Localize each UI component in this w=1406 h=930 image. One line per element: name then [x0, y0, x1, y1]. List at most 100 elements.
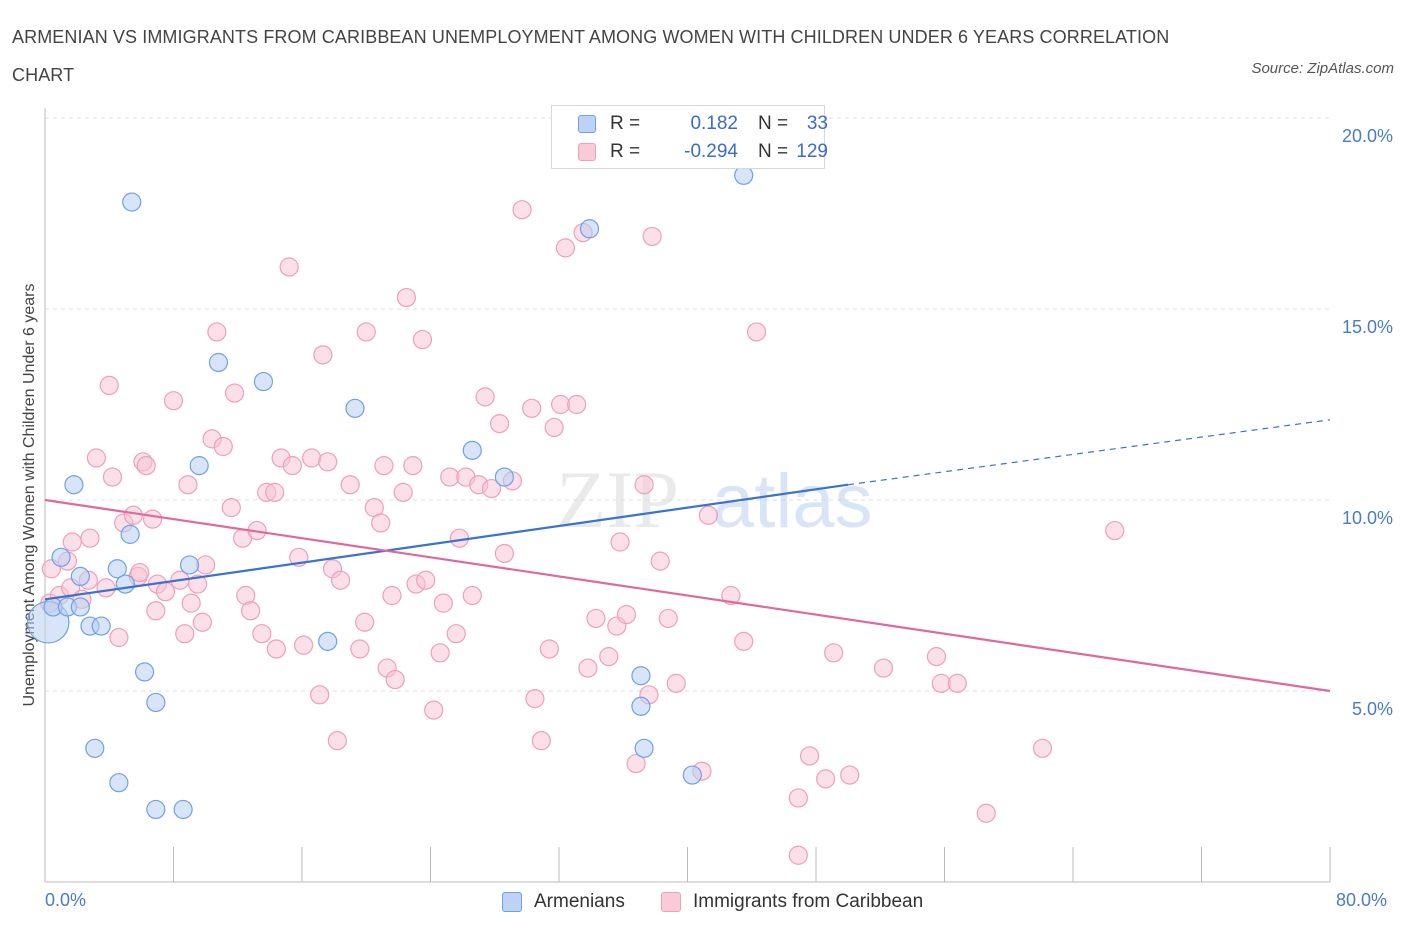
caribbean-point	[512, 200, 532, 220]
armenian-point	[122, 192, 142, 212]
caribbean-point	[143, 509, 163, 529]
caribbean-point	[734, 631, 754, 651]
caribbean-point	[355, 612, 375, 632]
x-tick-label-min: 0.0%	[45, 890, 87, 910]
caribbean-point	[1032, 738, 1053, 758]
caribbean-point	[475, 387, 495, 407]
armenian-point	[253, 371, 274, 392]
caribbean-point	[265, 482, 285, 502]
caribbean-point	[163, 391, 184, 411]
legend-r-label: R =	[610, 113, 641, 134]
axes	[44, 108, 1331, 883]
caribbean-point	[294, 635, 314, 655]
caribbean-point	[610, 532, 630, 552]
armenian-point	[146, 799, 166, 820]
caribbean-point	[181, 593, 201, 613]
caribbean-point	[433, 593, 453, 613]
caribbean-point	[799, 746, 820, 766]
caribbean-point	[873, 658, 894, 678]
caribbean-point	[947, 673, 967, 693]
armenian-point	[115, 574, 135, 594]
caribbean-point	[494, 543, 514, 564]
y-tick-label: 15.0%	[1342, 317, 1393, 337]
caribbean-point	[207, 322, 227, 342]
armenian-point	[51, 547, 71, 567]
caribbean-point	[62, 532, 82, 552]
caribbean-point	[578, 658, 598, 678]
armenian-point	[682, 765, 702, 785]
caribbean-point	[282, 456, 302, 476]
trend-lines	[44, 419, 1331, 693]
caribbean-point	[350, 639, 370, 659]
armenian-point	[318, 631, 338, 651]
caribbean-point	[196, 555, 216, 575]
caribbean-point	[626, 753, 646, 774]
caribbean-point	[1105, 520, 1125, 541]
source-label: Source: ZipAtlas.com	[1251, 60, 1394, 77]
caribbean-point	[155, 582, 176, 602]
armenian-point	[120, 524, 140, 544]
armenian-point	[208, 352, 229, 373]
gridlines	[45, 117, 1330, 692]
caribbean-point	[412, 329, 433, 350]
caribbean-point	[266, 639, 286, 659]
caribbean-point	[599, 647, 619, 667]
caribbean-point	[481, 478, 502, 499]
caribbean-point	[252, 624, 272, 644]
legend-r-label: R =	[610, 141, 641, 162]
legend-n-value-armenians: 33	[806, 113, 828, 134]
armenian-point	[91, 616, 111, 636]
caribbean-point	[146, 601, 166, 621]
bottom-legend-label-caribbean: Immigrants from Caribbean	[693, 891, 924, 912]
caribbean-point	[302, 448, 322, 468]
armenian-point	[734, 165, 754, 185]
armenian-point	[109, 773, 129, 793]
caribbean-point	[650, 551, 670, 571]
watermark-zip: ZIP	[556, 454, 679, 545]
caribbean-point	[123, 505, 143, 525]
caribbean-point	[567, 394, 587, 415]
caribbean-point	[698, 505, 718, 525]
caribbean-point	[616, 604, 637, 625]
armenian-point	[462, 440, 482, 460]
caribbean-point	[393, 482, 413, 502]
caribbean-point	[721, 585, 741, 606]
caribbean-point	[634, 475, 654, 495]
x-tick-label-max: 80.0%	[1336, 890, 1388, 910]
armenian-point	[85, 738, 105, 758]
caribbean-point	[330, 570, 351, 590]
watermark-atlas: atlas	[712, 459, 873, 544]
caribbean-point	[788, 788, 808, 808]
bottom-legend-label-armenians: Armenians	[534, 891, 625, 912]
caribbean-point	[109, 627, 129, 648]
caribbean-point	[340, 475, 360, 495]
legend-n-label: N =	[758, 141, 789, 162]
caribbean-point	[130, 562, 150, 583]
caribbean-point	[926, 647, 947, 667]
caribbean-point	[489, 414, 510, 434]
caribbean-point	[396, 287, 417, 308]
armenian-point	[107, 559, 127, 579]
armenian-point	[634, 738, 654, 758]
caribbean-point	[221, 498, 241, 518]
caribbean-point	[586, 608, 606, 629]
caribbean-point	[192, 612, 213, 632]
caribbean-points	[40, 200, 1125, 865]
caribbean-point	[403, 456, 423, 476]
caribbean-point	[462, 585, 482, 606]
y-tick-label: 10.0%	[1342, 508, 1393, 528]
armenian-point	[70, 566, 90, 587]
legend-r-value-caribbean: -0.294	[684, 141, 738, 162]
caribbean-point	[446, 624, 466, 644]
caribbean-point	[531, 731, 551, 751]
caribbean-point	[931, 673, 951, 693]
armenians-trend-extension	[848, 419, 1331, 486]
caribbean-point	[382, 585, 402, 606]
caribbean-point	[187, 574, 208, 594]
caribbean-point	[430, 643, 450, 663]
caribbean-point	[99, 375, 119, 395]
caribbean-point	[318, 452, 338, 472]
armenian-point	[494, 467, 514, 487]
armenian-point	[579, 219, 600, 239]
